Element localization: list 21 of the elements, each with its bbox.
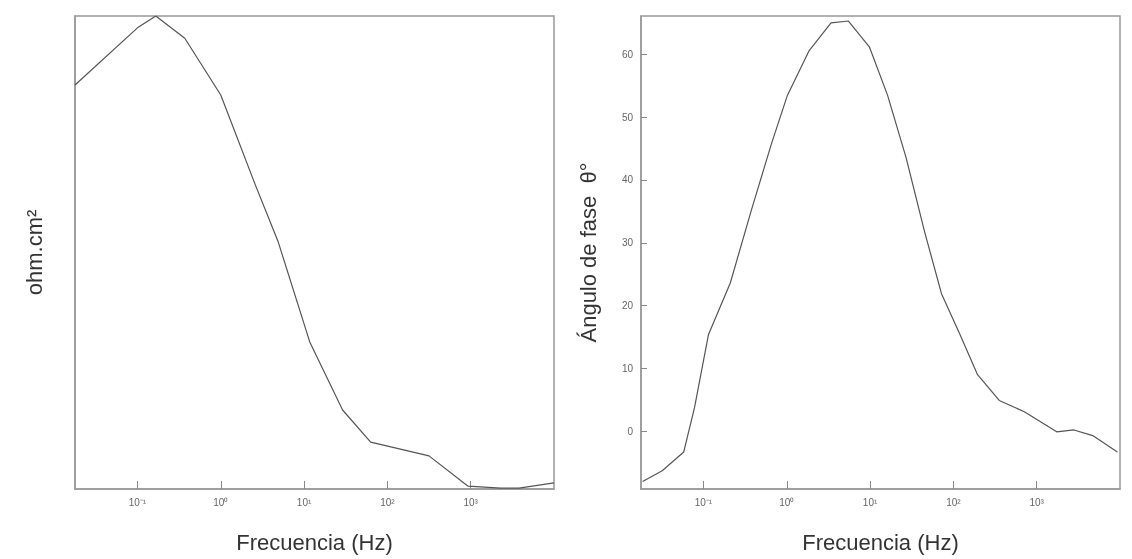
- x-tick-label: 10²: [380, 496, 396, 508]
- x-tick-label: 10³: [1029, 496, 1045, 508]
- x-tick-label: 10¹: [296, 496, 312, 508]
- x-tick-label: 10¹: [862, 496, 878, 508]
- x-axis-title: Frecuencia (Hz): [802, 529, 959, 555]
- x-tick-label: 10⁰: [213, 496, 229, 508]
- y-axis-title: ohm.cm²: [21, 209, 47, 296]
- x-tick-label: 10⁻¹: [128, 496, 147, 508]
- y-tick-label: 40: [621, 174, 634, 186]
- x-axis-title: Frecuencia (Hz): [236, 529, 393, 555]
- y-tick-label: 60: [621, 48, 634, 60]
- y-tick-label: 50: [621, 111, 634, 123]
- y-tick-label: 20: [621, 300, 634, 312]
- y-axis-title: Ángulo de fase θ°: [575, 162, 601, 343]
- y-tick-label: 0: [627, 425, 634, 437]
- x-tick-label: 10³: [463, 496, 479, 508]
- y-tick-label: 10: [621, 362, 634, 374]
- x-tick-label: 10⁰: [779, 496, 795, 508]
- x-tick-label: 10²: [946, 496, 962, 508]
- y-tick-label: 30: [621, 237, 634, 249]
- x-tick-label: 10⁻¹: [694, 496, 713, 508]
